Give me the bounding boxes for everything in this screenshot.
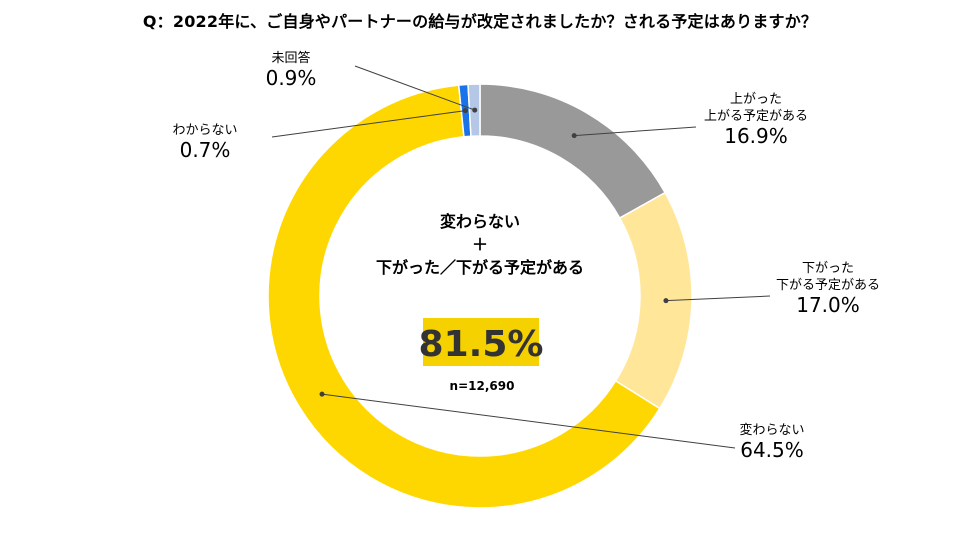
leader-dot-2 [319,391,325,397]
donut-slice-2 [267,84,661,509]
slice-value-2: 64.5% [740,438,804,462]
sample-size: n=12,690 [450,379,515,393]
slice-value-3: 0.7% [180,138,231,162]
leader-line-4 [354,65,475,111]
slice-value-0: 16.9% [724,124,788,148]
center-highlight-value: 81.5% [419,324,544,365]
slice-label-1-line-0: 下がった [802,261,854,276]
slice-label-3-line-0: わからない [172,123,237,138]
leader-line-2 [321,393,736,449]
slice-label-4-line-0: 未回答 [271,50,310,66]
slice-label-0-line-1: 上がる予定がある [704,109,808,124]
slice-value-1: 17.0% [796,293,860,317]
leader-dot-4 [472,107,478,113]
leader-dot-3 [462,108,468,114]
leader-dot-1 [663,298,669,304]
leader-dot-0 [571,133,577,139]
center-line-1: 変わらない [440,212,520,231]
donut-slice-0 [479,83,667,220]
slice-value-4: 0.9% [266,66,317,90]
center-plus: ＋ [472,235,488,254]
highlight-background [423,318,539,366]
slice-label-1-line-1: 下がる予定がある [776,278,880,293]
center-line-3: 下がった／下がる予定がある [376,258,584,277]
donut-slice-1 [614,191,693,410]
slice-label-2-line-0: 変わらない [739,422,804,438]
chart-title: Q：2022年に、ご自身やパートナーの給与が改定されましたか？される予定はありま… [142,12,818,31]
leader-line-3 [271,110,466,138]
leader-line-0 [574,126,697,137]
slice-label-0-line-0: 上がった [730,92,782,107]
leader-line-1 [665,295,771,302]
